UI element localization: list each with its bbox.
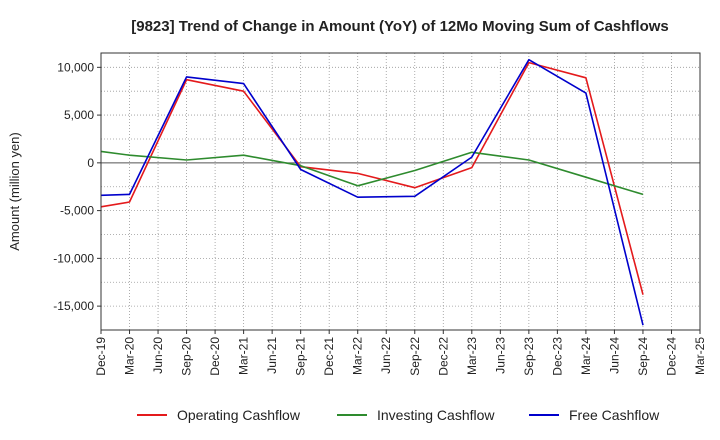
x-tick-label: Dec-21 — [322, 337, 336, 376]
x-tick-label: Jun-22 — [379, 337, 393, 374]
y-tick-label: 5,000 — [64, 108, 94, 122]
plot-frame — [100, 52, 701, 331]
x-tick-label: Dec-24 — [664, 337, 678, 376]
x-axis-ticks: Dec-19 Mar-20 Jun-20 Sep-20 Dec-20 Mar-21 Jun-… — [94, 330, 707, 376]
x-tick-label: Mar-25 — [693, 337, 707, 375]
y-tick-label: -15,000 — [53, 299, 94, 313]
x-tick-label: Dec-20 — [208, 337, 222, 376]
legend-label: Investing Cashflow — [377, 407, 495, 423]
x-tick-label: Mar-22 — [351, 337, 365, 375]
grid — [100, 53, 701, 331]
x-tick-label: Jun-23 — [493, 337, 507, 374]
legend-label: Operating Cashflow — [177, 407, 301, 423]
chart-title: [9823] Trend of Change in Amount (YoY) o… — [131, 18, 669, 35]
legend-item-operating-cashflow: Operating Cashflow — [137, 407, 301, 423]
y-tick-label: -5,000 — [60, 204, 94, 218]
x-tick-label: Sep-23 — [522, 337, 536, 376]
x-tick-label: Sep-22 — [408, 337, 422, 376]
x-tick-label: Jun-20 — [151, 337, 165, 374]
legend-label: Free Cashflow — [569, 407, 660, 423]
series-line-free-cashflow — [100, 58, 644, 326]
series-line-investing-cashflow — [100, 150, 644, 196]
x-tick-label: Jun-21 — [265, 337, 279, 374]
y-axis-label: Amount (million yen) — [7, 132, 22, 251]
y-axis-ticks: 10,000 5,000 0 -5,000 -10,000 -15,000 — [53, 60, 101, 313]
x-tick-label: Mar-20 — [123, 337, 137, 375]
y-tick-label: 10,000 — [57, 60, 94, 74]
series-line-operating-cashflow — [100, 61, 644, 295]
series-group — [100, 58, 644, 326]
x-tick-label: Sep-21 — [294, 337, 308, 376]
x-tick-label: Mar-24 — [579, 337, 593, 375]
x-tick-label: Mar-23 — [465, 337, 479, 375]
x-tick-label: Jun-24 — [607, 337, 621, 374]
x-tick-label: Dec-23 — [550, 337, 564, 376]
x-tick-label: Dec-22 — [436, 337, 450, 376]
legend: Operating Cashflow Investing Cashflow Free… — [137, 407, 660, 423]
x-tick-label: Mar-21 — [237, 337, 251, 375]
x-tick-label: Sep-24 — [636, 337, 650, 376]
x-tick-label: Dec-19 — [94, 337, 108, 376]
legend-item-investing-cashflow: Investing Cashflow — [337, 407, 495, 423]
y-tick-label: 0 — [87, 156, 94, 170]
x-tick-label: Sep-20 — [180, 337, 194, 376]
y-tick-label: -10,000 — [53, 251, 94, 265]
legend-item-free-cashflow: Free Cashflow — [529, 407, 660, 423]
